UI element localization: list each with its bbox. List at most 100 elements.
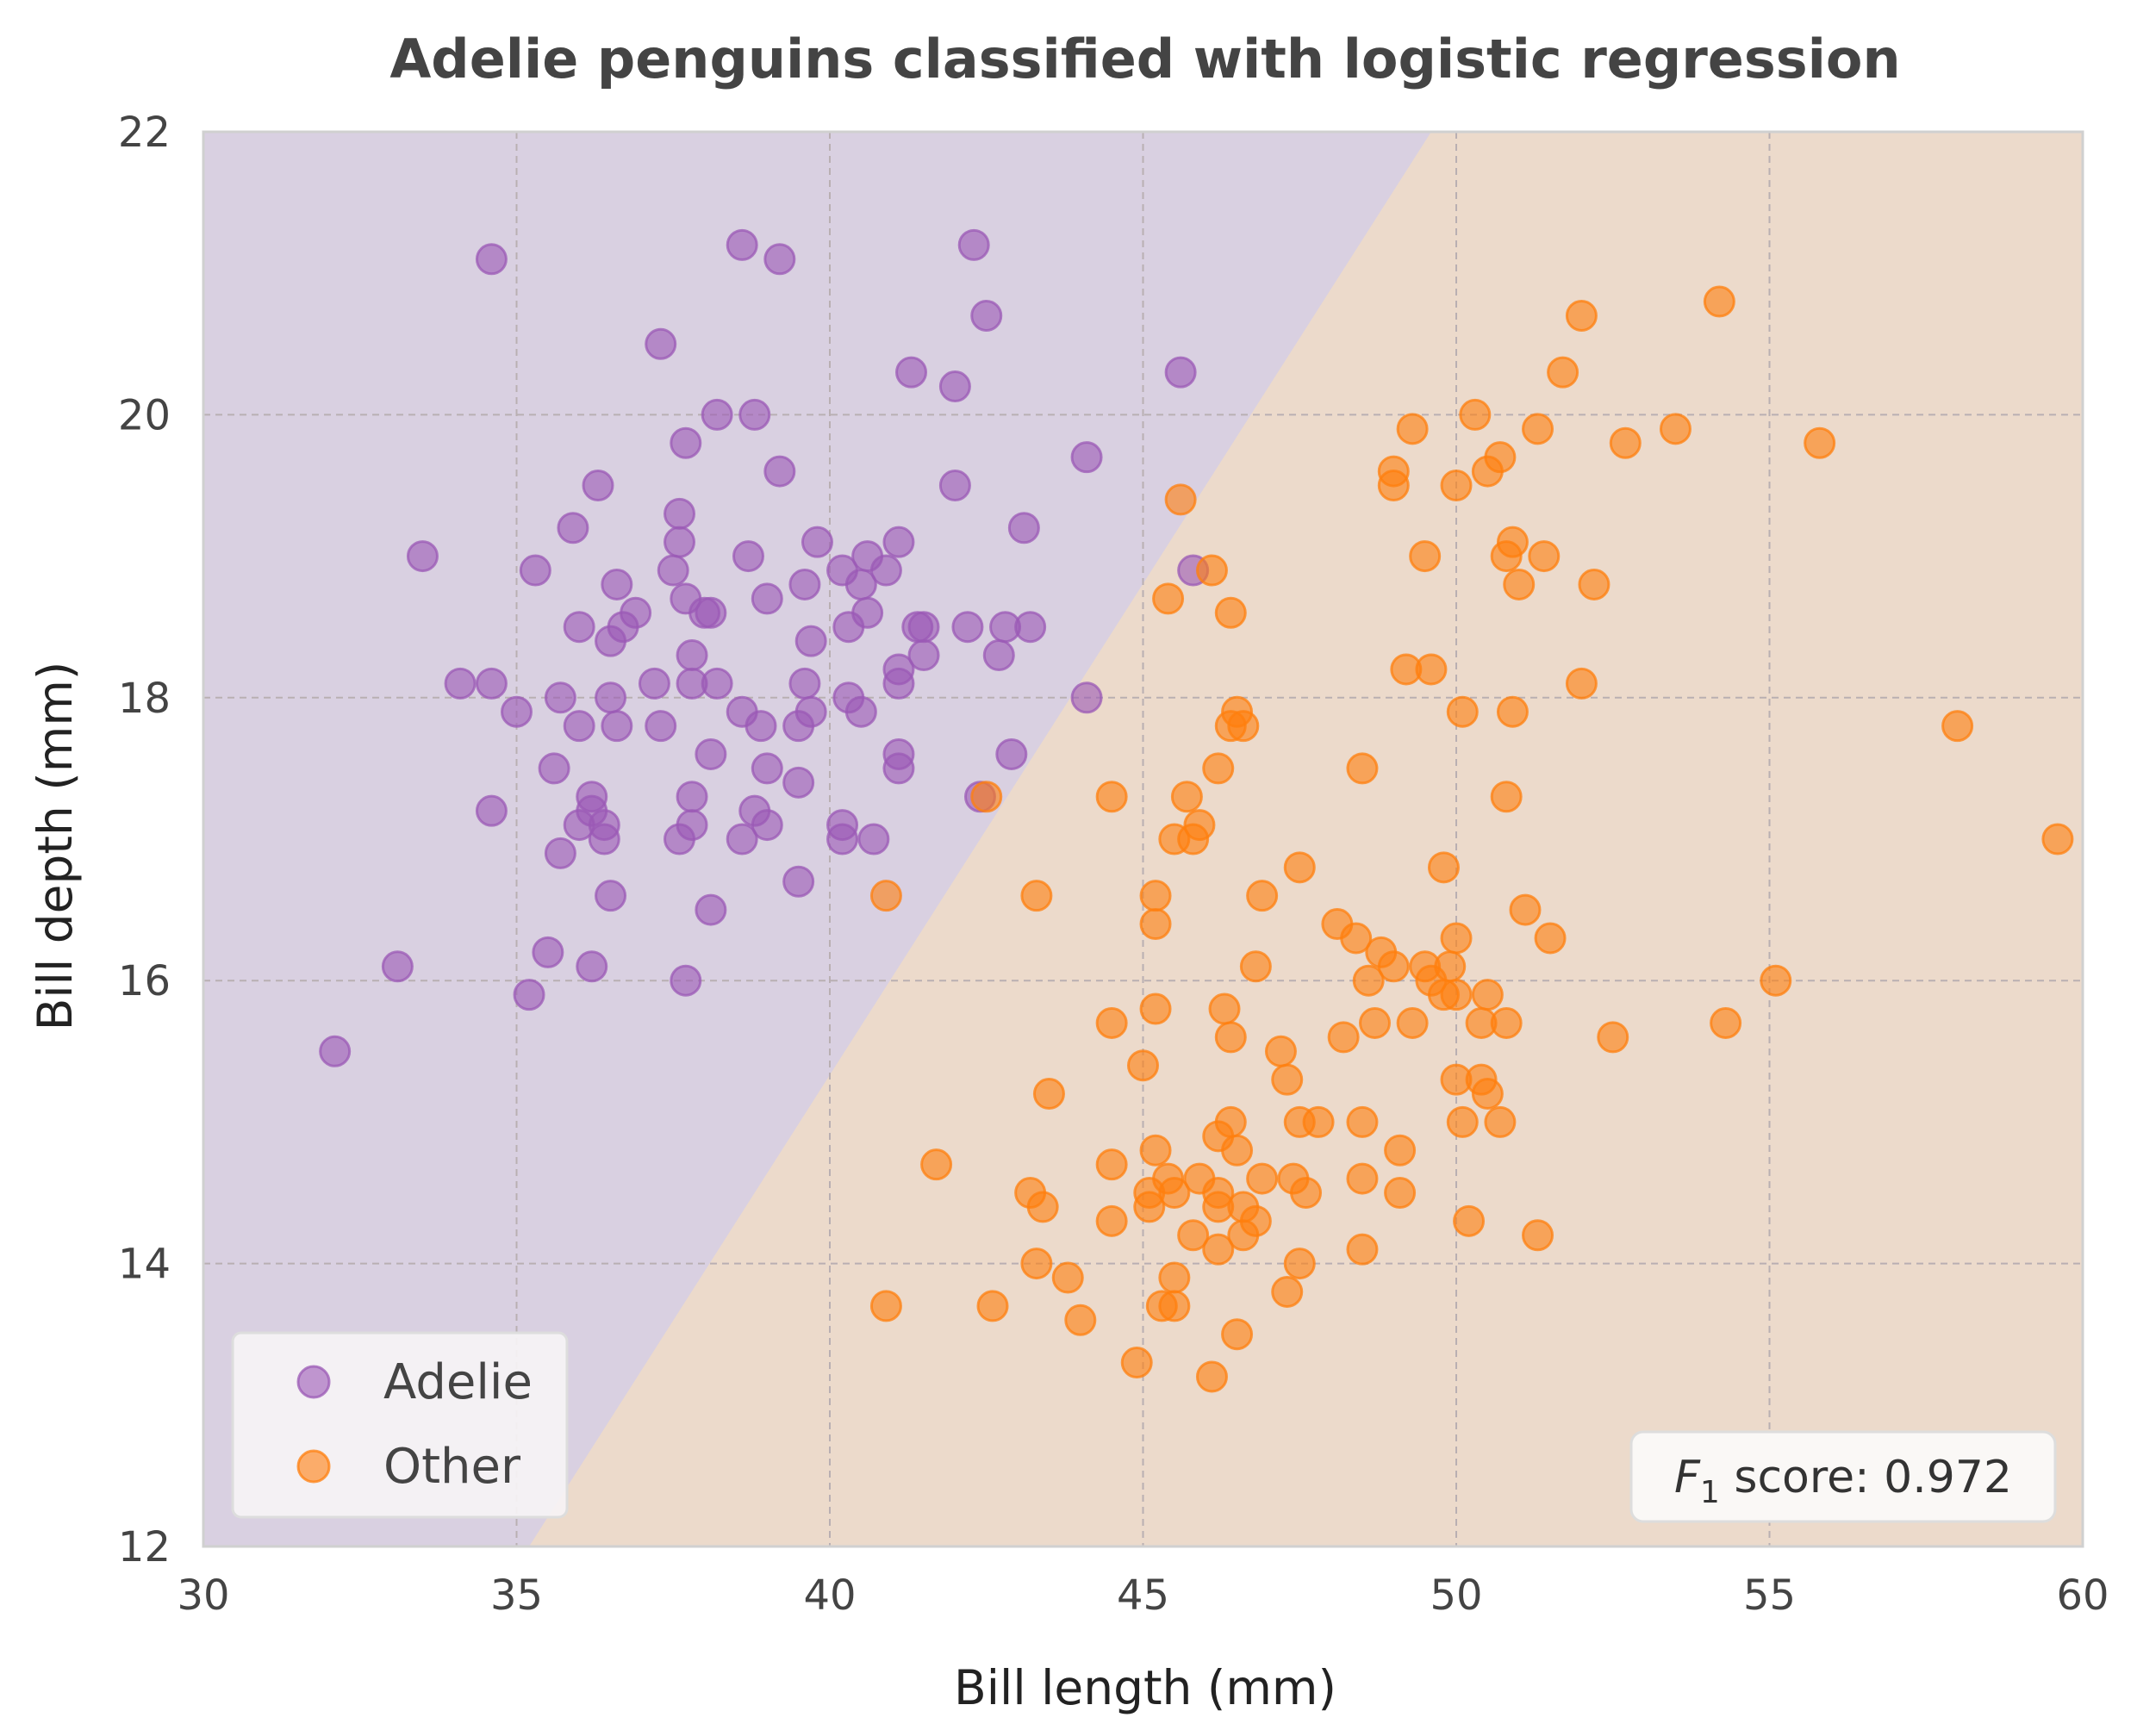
data-point-adelie	[563, 710, 595, 743]
data-point-other	[1152, 582, 1185, 615]
data-point-adelie	[513, 979, 545, 1011]
grid-lines	[203, 132, 2083, 1546]
other-region	[529, 132, 2083, 1546]
data-point-other	[1446, 695, 1479, 728]
data-point-adelie	[832, 611, 865, 644]
data-point-adelie	[595, 681, 627, 714]
data-point-adelie	[957, 228, 990, 261]
data-point-other	[1214, 596, 1247, 629]
data-point-other	[1565, 667, 1598, 700]
data-point-adelie	[701, 667, 733, 700]
x-axis-label: Bill length (mm)	[954, 1660, 1336, 1715]
data-point-other	[1246, 880, 1279, 912]
data-point-adelie	[544, 681, 576, 714]
data-point-other	[1578, 568, 1611, 600]
series-other	[869, 285, 2074, 1393]
data-point-other	[1227, 1219, 1260, 1252]
data-point-adelie	[475, 243, 508, 276]
x-tick-label: 30	[177, 1571, 229, 1620]
data-point-adelie	[788, 667, 821, 700]
data-point-other	[1377, 950, 1410, 983]
data-point-adelie	[657, 554, 689, 587]
data-point-other	[1453, 1204, 1486, 1237]
data-point-other	[1020, 1248, 1053, 1280]
x-tick-label: 35	[490, 1571, 543, 1620]
data-point-adelie	[519, 554, 551, 587]
data-point-other	[1264, 1035, 1297, 1067]
x-tick-label: 45	[1117, 1571, 1169, 1620]
data-point-adelie	[645, 327, 677, 360]
data-point-other	[1271, 1063, 1304, 1096]
y-tick-label: 22	[118, 109, 171, 157]
data-point-adelie	[745, 710, 777, 743]
data-point-other	[1534, 922, 1567, 955]
data-point-adelie	[544, 837, 576, 869]
data-point-other	[1164, 483, 1197, 516]
plot-area	[202, 130, 2084, 1548]
data-point-other	[2041, 823, 2074, 856]
data-point-adelie	[907, 639, 940, 672]
x-tick-label: 60	[2056, 1571, 2109, 1620]
x-tick-labels: 30 35 40 45 50 55 60	[177, 1571, 2109, 1620]
data-point-other	[1484, 1105, 1517, 1138]
data-point-adelie	[844, 568, 877, 600]
data-point-other	[1509, 893, 1542, 926]
data-point-other	[1503, 568, 1536, 600]
data-point-other	[1490, 781, 1523, 813]
data-point-adelie	[501, 695, 533, 728]
data-point-adelie	[676, 639, 708, 672]
data-point-adelie	[664, 526, 696, 558]
data-point-other	[1396, 1006, 1429, 1039]
data-point-other	[1302, 1105, 1335, 1138]
data-point-other	[1471, 979, 1504, 1011]
data-point-other	[1246, 1162, 1279, 1195]
data-point-other	[1283, 851, 1316, 884]
data-point-other	[1227, 710, 1260, 743]
data-point-adelie	[970, 299, 1003, 332]
y-tick-label: 16	[118, 957, 171, 1005]
data-point-adelie	[982, 639, 1015, 672]
data-point-adelie	[726, 228, 758, 261]
data-point-other	[1158, 1261, 1191, 1294]
data-point-other	[1327, 1021, 1360, 1054]
data-point-adelie	[532, 936, 564, 968]
data-point-adelie	[601, 568, 633, 600]
score-box	[1629, 1430, 2057, 1523]
data-point-adelie	[1014, 611, 1047, 644]
data-point-other	[1659, 413, 1692, 445]
data-point-other	[1459, 398, 1492, 431]
data-point-other	[1352, 964, 1385, 997]
chart-title: Adelie penguins classified with logistic…	[389, 28, 1900, 90]
data-point-other	[869, 880, 902, 912]
y-tick-label: 12	[118, 1523, 171, 1571]
x-tick-label: 40	[803, 1571, 856, 1620]
data-point-adelie	[638, 667, 670, 700]
data-point-other	[1120, 1347, 1153, 1379]
data-point-adelie	[763, 243, 796, 276]
data-point-other	[1703, 285, 1735, 318]
data-point-other	[1208, 992, 1241, 1025]
data-point-other	[1283, 1248, 1316, 1280]
data-point-other	[1127, 1049, 1159, 1082]
data-point-adelie	[857, 823, 890, 856]
data-point-adelie	[788, 568, 821, 600]
data-point-other	[1446, 1105, 1479, 1138]
data-point-other	[1409, 540, 1442, 573]
y-tick-label: 18	[118, 675, 171, 723]
data-point-adelie	[582, 470, 614, 501]
data-point-other	[1471, 455, 1504, 488]
legend-label-other: Other	[383, 1439, 521, 1495]
data-point-adelie	[782, 710, 815, 743]
data-point-adelie	[801, 526, 833, 558]
data-point-other	[1597, 1021, 1629, 1054]
data-point-other	[1346, 1105, 1379, 1138]
series-layer	[319, 228, 2074, 1393]
data-point-adelie	[882, 667, 915, 700]
data-point-other	[1026, 1191, 1059, 1223]
data-point-other	[970, 781, 1003, 813]
data-point-adelie	[751, 582, 783, 615]
data-point-adelie	[938, 470, 971, 501]
y-tick-labels: 12 14 16 18 20 22	[118, 109, 171, 1571]
data-point-adelie	[882, 526, 915, 558]
data-point-other	[1522, 413, 1554, 445]
